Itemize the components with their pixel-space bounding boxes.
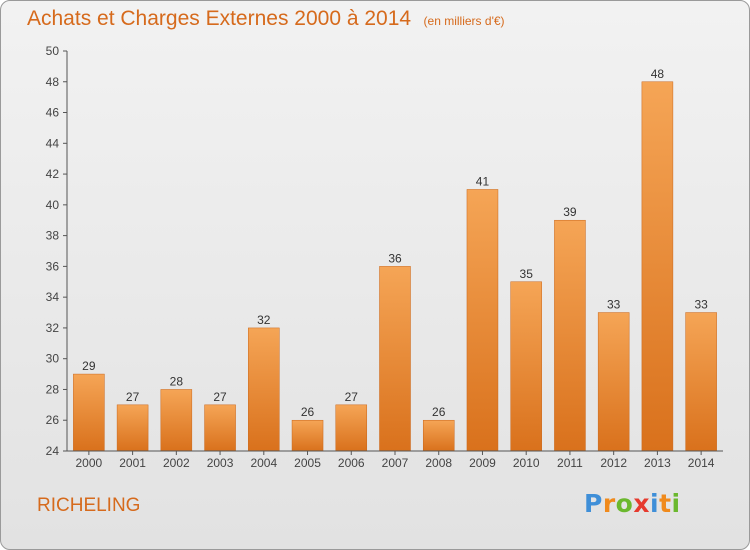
bar-value-label: 48 bbox=[651, 67, 665, 81]
x-axis: 2000 2001 2002 2003 2004 2005 2006 2007 2008 2009… bbox=[67, 450, 723, 470]
y-tick-label: 38 bbox=[46, 229, 60, 243]
bar-value-label: 36 bbox=[388, 251, 402, 265]
bar bbox=[641, 81, 674, 452]
logo-letter: o bbox=[615, 489, 634, 518]
bar bbox=[116, 404, 149, 452]
x-tick-label: 2000 bbox=[76, 456, 103, 470]
y-tick-label: 42 bbox=[46, 167, 60, 181]
bars: 29 27 28 27 32 26 27 36 26 41 35 39 33 48 33 bbox=[73, 67, 717, 452]
y-tick-label: 46 bbox=[46, 106, 60, 120]
logo-letter: t bbox=[659, 489, 672, 518]
bar bbox=[597, 312, 630, 452]
bar bbox=[379, 266, 411, 452]
bar bbox=[291, 419, 324, 452]
bar bbox=[685, 312, 717, 452]
y-tick-label: 44 bbox=[46, 136, 60, 150]
y-tick-label: 26 bbox=[46, 413, 60, 427]
x-tick-label: 2010 bbox=[513, 456, 540, 470]
bar bbox=[160, 389, 193, 452]
y-tick-label: 32 bbox=[46, 321, 60, 335]
x-tick-label: 2005 bbox=[294, 456, 321, 470]
bar bbox=[554, 219, 586, 452]
chart-title: Achats et Charges Externes 2000 à 2014 bbox=[27, 7, 412, 30]
bar-value-label: 26 bbox=[301, 405, 315, 419]
x-tick-label: 2004 bbox=[250, 456, 277, 470]
x-tick-label: 2008 bbox=[425, 456, 452, 470]
x-tick-label: 2001 bbox=[119, 456, 146, 470]
bar-value-label: 33 bbox=[694, 298, 708, 312]
bar bbox=[466, 189, 499, 452]
bar bbox=[510, 281, 542, 452]
place-name: RICHELING bbox=[37, 495, 141, 516]
bar-value-label: 27 bbox=[345, 390, 359, 404]
bar-value-label: 27 bbox=[126, 390, 140, 404]
bar-value-label: 35 bbox=[520, 267, 534, 281]
bar bbox=[73, 373, 105, 452]
proxiti-logo: Proxiti bbox=[584, 489, 681, 518]
logo-letter: i bbox=[650, 489, 660, 518]
x-tick-label: 2002 bbox=[163, 456, 190, 470]
x-tick-label: 2012 bbox=[600, 456, 627, 470]
y-tick-label: 40 bbox=[46, 198, 60, 212]
x-tick-label: 2014 bbox=[688, 456, 715, 470]
logo-letter: r bbox=[602, 489, 616, 518]
bar bbox=[422, 419, 455, 452]
y-tick-label: 24 bbox=[46, 444, 60, 458]
bar-value-label: 29 bbox=[82, 359, 96, 373]
bar-value-label: 27 bbox=[213, 390, 227, 404]
chart-subtitle: (en milliers d'€) bbox=[423, 14, 505, 28]
x-tick-label: 2011 bbox=[557, 456, 583, 470]
x-tick-label: 2009 bbox=[469, 456, 496, 470]
bar bbox=[248, 327, 280, 452]
y-axis: 24 26 28 30 32 34 36 38 40 42 44 46 48 50 bbox=[46, 44, 68, 458]
bar bbox=[204, 404, 236, 452]
y-tick-label: 50 bbox=[46, 44, 60, 58]
y-tick-label: 48 bbox=[46, 75, 60, 89]
bar-value-label: 33 bbox=[607, 298, 621, 312]
x-tick-label: 2013 bbox=[644, 456, 671, 470]
y-tick-label: 30 bbox=[46, 352, 60, 366]
y-tick-label: 28 bbox=[46, 382, 60, 396]
logo-letter: i bbox=[671, 489, 681, 518]
y-tick-label: 36 bbox=[46, 259, 60, 273]
bar-value-label: 41 bbox=[476, 174, 490, 188]
bar bbox=[335, 404, 368, 452]
chart-title-block: Achats et Charges Externes 2000 à 2014 (… bbox=[27, 7, 505, 31]
logo-letter: x bbox=[633, 489, 650, 518]
x-tick-label: 2007 bbox=[382, 456, 409, 470]
x-tick-label: 2003 bbox=[207, 456, 234, 470]
bar-value-label: 39 bbox=[563, 205, 577, 219]
bar-value-label: 32 bbox=[257, 313, 271, 327]
y-tick-label: 34 bbox=[46, 290, 60, 304]
x-tick-label: 2006 bbox=[338, 456, 365, 470]
bar-value-label: 28 bbox=[170, 374, 184, 388]
bar-value-label: 26 bbox=[432, 405, 446, 419]
logo-letter: P bbox=[584, 489, 603, 518]
